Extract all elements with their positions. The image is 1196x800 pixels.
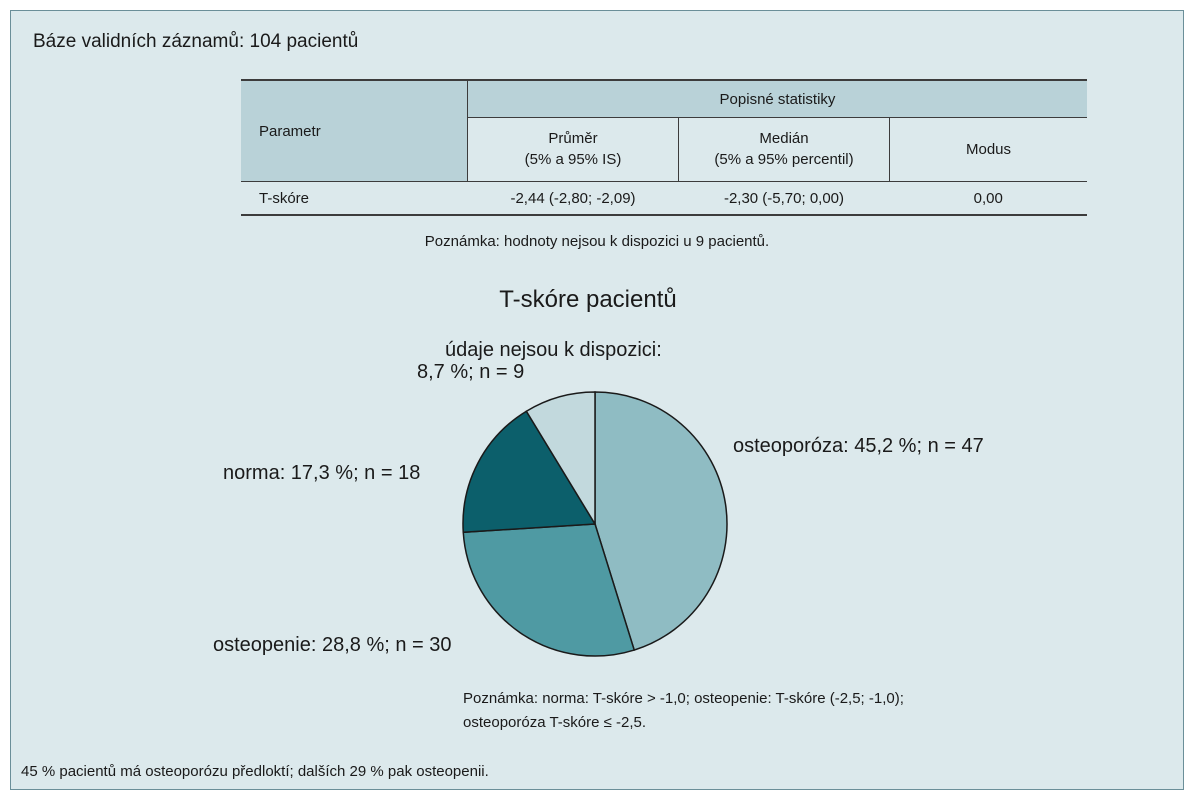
chart-title: T-skóre pacientů xyxy=(499,286,676,313)
slice-label-osteopenie: osteopenie: 28,8 %; n = 30 xyxy=(213,634,452,656)
col-subtitle: (5% a 95% IS) xyxy=(524,150,622,168)
pie-slice-osteoporoza xyxy=(594,391,728,651)
figure-panel: Báze validních záznamů: 104 pacientů Par… xyxy=(10,10,1184,790)
slice-label-nodata-line1: údaje nejsou k dispozici: xyxy=(445,339,662,361)
group-header: Popisné statistiky xyxy=(467,80,1087,119)
col-header-mode: Modus xyxy=(889,117,1087,182)
chart-note-line1: Poznámka: norma: T-skóre > -1,0; osteope… xyxy=(463,690,904,707)
col-header-median: Medián (5% a 95% percentil) xyxy=(678,117,890,182)
pie-slice-norma xyxy=(462,410,597,534)
slice-label-nodata-line2: 8,7 %; n = 9 xyxy=(417,361,524,383)
col-title: Medián xyxy=(759,130,809,148)
col-header-mean: Průměr (5% a 95% IS) xyxy=(467,117,679,182)
row-median: -2,30 (-5,70; 0,00) xyxy=(723,189,845,207)
slice-label-osteoporoza: osteoporóza: 45,2 %; n = 47 xyxy=(733,435,984,457)
base-records-text: Báze validních záznamů: 104 pacientů xyxy=(33,31,359,52)
summary-text: 45 % pacientů má osteoporózu předloktí; … xyxy=(21,763,489,780)
chart-note-line2: osteoporóza T-skóre ≤ -2,5. xyxy=(463,714,646,731)
col-title: Průměr xyxy=(548,130,598,148)
pie-slice-nodata xyxy=(525,391,596,527)
col-title: Modus xyxy=(965,140,1012,158)
table-note: Poznámka: hodnoty nejsou k dispozici u 9… xyxy=(424,233,770,250)
pie-slice-osteopenie xyxy=(462,523,636,657)
row-mode: 0,00 xyxy=(973,189,1003,207)
col-subtitle: (5% a 95% percentil) xyxy=(714,150,854,168)
row-mean: -2,44 (-2,80; -2,09) xyxy=(510,189,636,207)
pie-chart: T-skóre pacientů osteoporóza: 45,2 %; n … xyxy=(213,286,984,731)
stats-table: Parametr Popisné statistiky Průměr (5% a… xyxy=(241,79,1087,216)
row-param: T-skóre xyxy=(259,189,310,207)
slice-label-norma: norma: 17,3 %; n = 18 xyxy=(223,462,420,484)
pie-slices xyxy=(462,391,728,657)
param-header: Parametr xyxy=(241,80,468,182)
table-row: T-skóre -2,44 (-2,80; -2,09) -2,30 (-5,7… xyxy=(241,182,1087,216)
